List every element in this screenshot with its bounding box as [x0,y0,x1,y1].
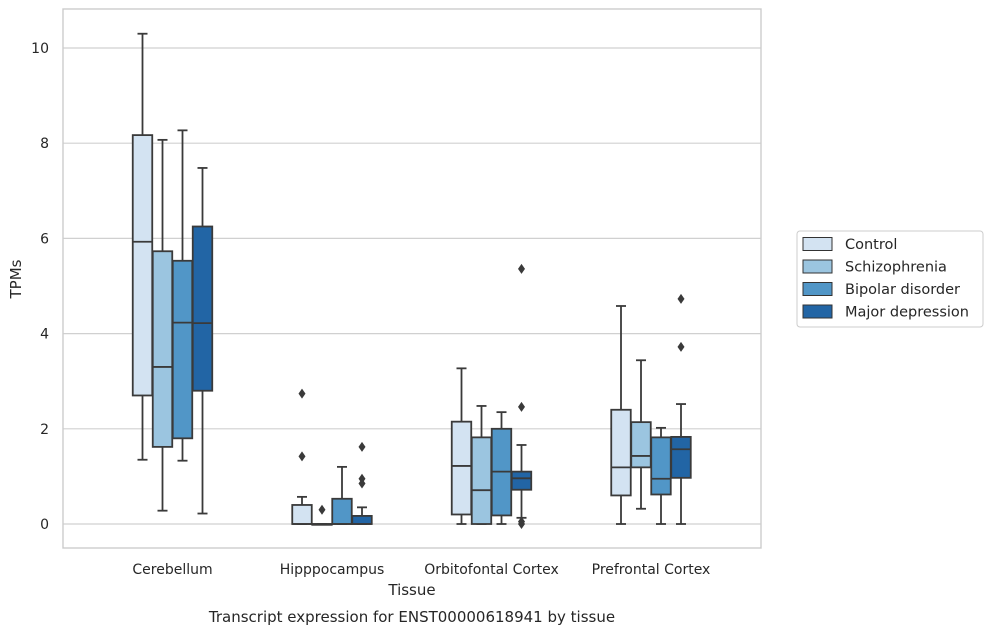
box [351,515,373,525]
box [510,470,533,491]
plot-area-frame [62,8,762,549]
outlier-point [318,504,326,515]
box-group [490,411,513,525]
outlier-point [358,473,366,484]
box-group [630,359,652,510]
box [191,225,214,392]
outlier-point [518,263,525,274]
box [630,421,652,469]
legend-swatch [802,282,833,296]
box-group [131,32,154,461]
box [670,435,692,479]
box-group [470,405,493,525]
outlier-point [298,388,306,399]
box-group [610,305,632,525]
x-tick-label: Cerebellum [132,562,212,578]
legend-swatch [802,259,833,274]
x-axis-title: Tissue [387,581,435,599]
box [650,436,672,496]
outlier-point [677,341,685,352]
box-group [510,263,533,529]
y-axis-title: TPMs [7,259,25,299]
box-group [351,441,373,525]
legend-label: Schizophrenia [845,260,947,276]
legend-swatch [802,304,833,319]
y-tick-label: 10 [31,41,49,57]
legend-label: Control [845,237,897,253]
box-group [311,504,333,526]
legend-frame [796,230,984,328]
box [450,420,473,516]
box [131,134,154,397]
box-group [151,138,174,512]
box-group [650,426,672,525]
legend-swatch [802,237,833,251]
box [291,504,313,525]
y-tick-labels: 0 2 4 6 8 10 [31,41,49,533]
box [610,408,632,497]
outlier-point [298,451,306,462]
box-group [291,388,313,525]
outlier-point [518,401,525,412]
box [171,259,194,440]
box [470,436,493,525]
outlier-point [677,293,685,304]
box [331,497,353,525]
x-tick-label: Hipppocampus [280,562,385,578]
y-tick-label: 6 [40,231,49,247]
box-group [450,367,473,525]
box-group [171,129,194,462]
box [151,250,174,448]
x-tick-label: Prefrontal Cortex [592,562,711,578]
outlier-point [518,516,525,527]
y-tick-label: 4 [40,327,49,343]
outlier-point [358,441,366,452]
box-group [191,167,214,515]
x-tick-labels: Cerebellum Hipppocampus Orbitofontal Corte… [132,562,710,578]
box-group [331,465,353,525]
legend-label: Bipolar disorder [845,282,960,298]
x-tick-label: Orbitofontal Cortex [424,562,559,578]
y-tick-label: 2 [40,422,49,438]
legend-label: Major depression [845,305,969,321]
legend: Control Schizophrenia Bipolar disorder Majo… [796,230,984,328]
chart-caption: Transcript expression for ENST0000061894… [208,608,615,626]
y-tick-label: 0 [40,517,49,533]
boxes [131,32,692,529]
box-group [670,293,692,525]
y-tick-label: 8 [40,136,49,152]
